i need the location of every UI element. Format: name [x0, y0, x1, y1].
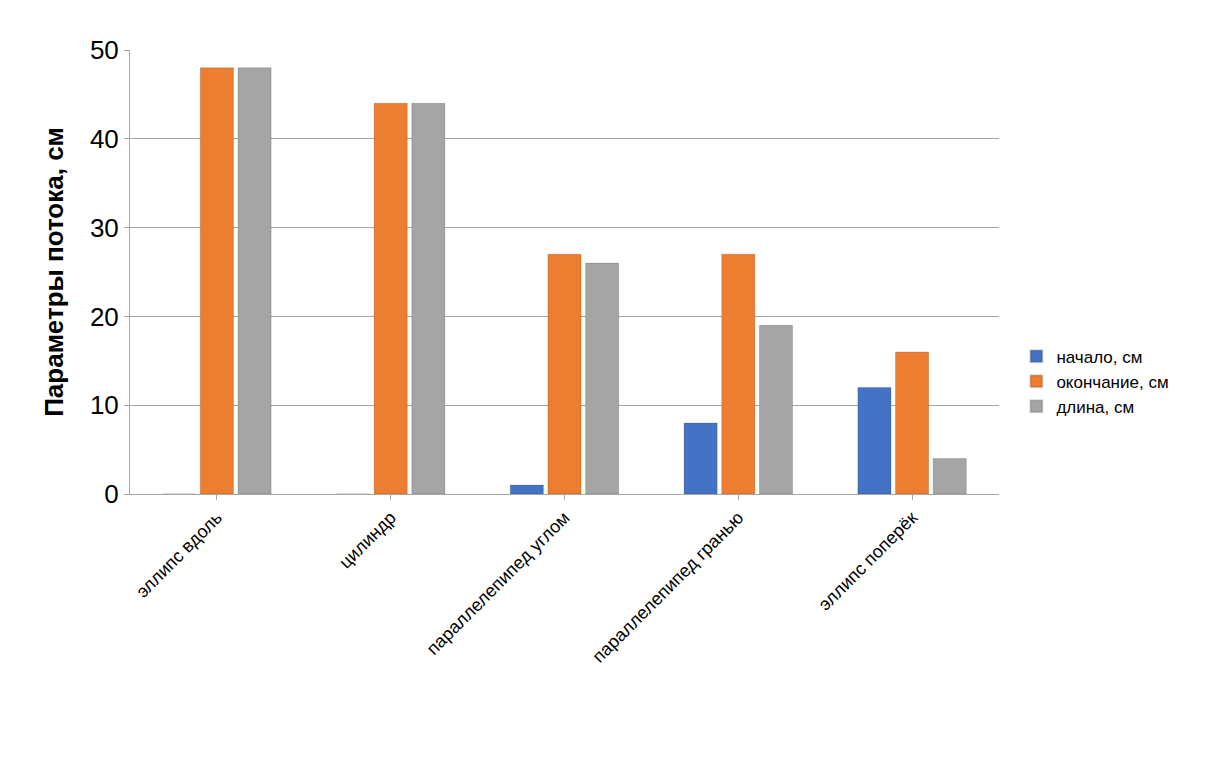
svg-text:50: 50: [90, 35, 119, 65]
svg-text:0: 0: [104, 479, 118, 509]
svg-text:параллелепипед гранью: параллелепипед гранью: [589, 508, 748, 667]
svg-text:окончание, см: окончание, см: [1056, 373, 1168, 392]
svg-text:30: 30: [90, 213, 119, 243]
svg-text:параллелепипед углом: параллелепипед углом: [423, 508, 574, 659]
svg-text:длина, см: длина, см: [1056, 398, 1134, 417]
svg-text:эллипс поперёк: эллипс поперёк: [815, 508, 922, 615]
svg-text:цилиндр: цилиндр: [335, 508, 400, 573]
svg-text:40: 40: [90, 124, 119, 154]
svg-text:эллипс вдоль: эллипс вдоль: [132, 508, 226, 602]
svg-text:20: 20: [90, 302, 119, 332]
svg-text:Параметры потока, см: Параметры потока, см: [39, 127, 69, 417]
svg-text:10: 10: [90, 390, 119, 420]
svg-text:начало, см: начало, см: [1056, 348, 1142, 367]
